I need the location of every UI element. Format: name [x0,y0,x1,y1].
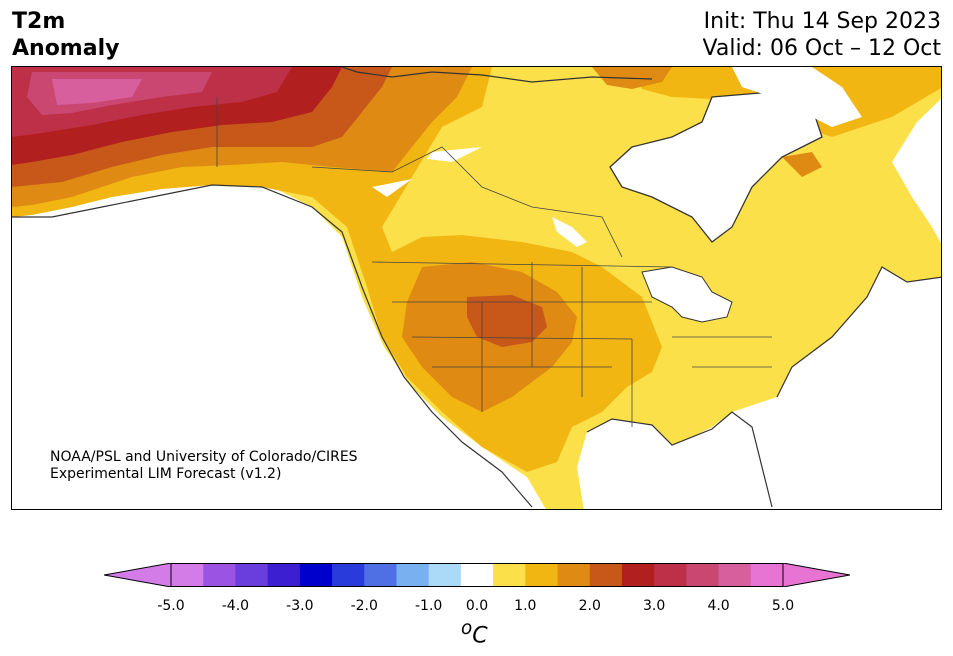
colorbar-extend-high [782,563,850,587]
colorbar-tick-label: -1.0 [415,598,443,614]
colorbar-bin [493,563,526,587]
colorbar-bin [171,563,204,587]
pacific-ocean [12,185,536,509]
anomaly-region-9 [467,295,547,347]
colorbar-tick-label: 3.0 [643,598,666,614]
colorbar-bin [654,563,687,587]
colorbar-bin [428,563,462,587]
unit-base-letter: C [472,623,488,649]
colorbar-bin [718,563,752,587]
forecast-dates: Init: Thu 14 Sep 2023 Valid: 06 Oct – 12… [703,8,941,62]
great-slave-lake [372,179,412,197]
colorbar-tick-label: -5.0 [157,598,185,614]
colorbar-bin [364,563,397,587]
init-date: Init: Thu 14 Sep 2023 [703,9,941,34]
colorbar-tick-label: 0.0 [465,598,489,614]
colorbar-tick-label: -3.0 [286,598,314,614]
colorbar-extend-low [104,563,172,587]
colorbar-bin [396,563,430,587]
colorbar-tick-label: 1.0 [514,598,537,614]
colorbar-bin [460,563,494,587]
colorbar-bin [299,563,333,587]
colorbar-bin [557,563,591,587]
colorbar-tick-label: 5.0 [771,598,795,614]
colorbar-bin [267,563,301,587]
colorbar-unit: oC [461,618,488,648]
great-lakes [641,266,733,323]
unit-degree-superscript: o [461,618,473,639]
colorbar-bin [203,563,236,587]
colorbar-tick-label: 2.0 [578,598,601,614]
atlantic-ocean [742,267,941,509]
title-line-1: T2m [12,9,66,34]
title-line-2: Anomaly [12,36,120,61]
colorbar-bin [235,563,269,587]
valid-range: Valid: 06 Oct – 12 Oct [702,36,941,61]
map-credit: NOAA/PSL and University of Colorado/CIRE… [50,449,358,483]
anomaly-region-7 [782,152,822,177]
colorbar-tick-label: -2.0 [350,598,378,614]
anomaly-region-13 [52,79,142,105]
colorbar-bin [750,563,784,587]
colorbar-tick-label: -4.0 [221,598,250,614]
colorbar-bin [332,563,365,587]
credit-line-1: NOAA/PSL and University of Colorado/CIRE… [50,449,358,465]
hudson-bay [609,91,823,243]
colorbar-border [170,563,784,587]
anomaly-map: NOAA/PSL and University of Colorado/CIRE… [11,66,942,510]
map-canvas [12,67,941,509]
lake-winnipeg [552,217,587,247]
colorbar-tick-labels: -5.0 -4.0 -3.0 -2.0 -1.0 0.0 1.0 2.0 3.0 4.0 5.0 [0,598,953,616]
colorbar-tick-label: 4.0 [707,598,730,614]
map-title: T2m Anomaly [12,8,119,62]
political-borders [216,97,772,427]
arctic-islands [732,67,862,127]
great-bear-lake [427,147,482,162]
coastlines [12,67,941,508]
colorbar [104,563,850,587]
gulf-of-mexico [587,412,772,509]
colorbar-bin [621,563,655,587]
colorbar-bin [525,563,559,587]
colorbar-bin [589,563,623,587]
colorbar-bin [686,563,720,587]
credit-line-2: Experimental LIM Forecast (v1.2) [50,466,282,482]
